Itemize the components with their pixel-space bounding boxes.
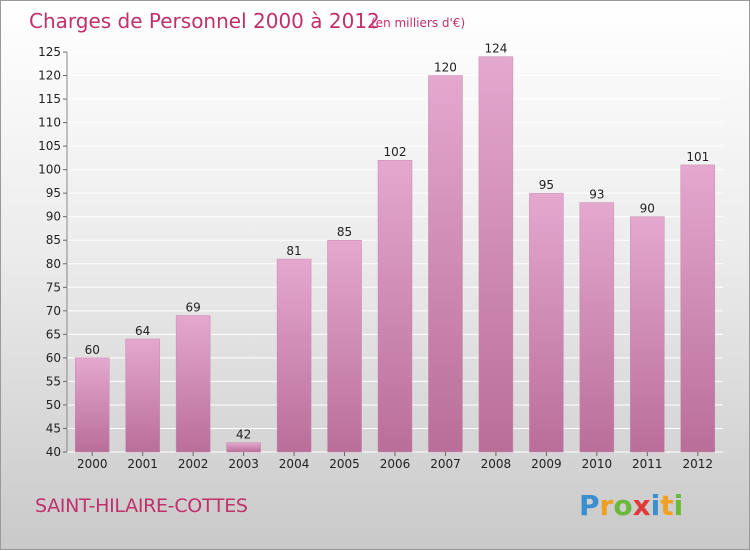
brand-letter: i	[673, 489, 684, 522]
x-tick-label: 2007	[430, 457, 461, 471]
bar-2000	[74, 357, 110, 453]
x-tick-label: 2000	[77, 457, 108, 471]
value-label-2011: 90	[640, 202, 655, 216]
bar-2006	[377, 159, 413, 453]
x-tick-label: 2008	[481, 457, 512, 471]
x-tick-label: 2009	[531, 457, 562, 471]
bar-2003	[226, 442, 261, 453]
y-tick-label: 75	[46, 280, 61, 294]
brand-letter: P	[579, 489, 600, 522]
proxiti-logo: Proxiti	[579, 489, 683, 522]
x-tick-label: 2011	[632, 457, 663, 471]
bar-2002	[175, 315, 211, 453]
value-label-2009: 95	[539, 178, 554, 192]
bar-2008	[478, 56, 514, 453]
y-tick-label: 115	[38, 92, 61, 106]
x-tick-label: 2012	[682, 457, 713, 471]
y-tick-label: 110	[38, 116, 61, 130]
value-labels-layer: 60 64 69 42 81 85 102 120 124 95 93 90 101	[85, 42, 710, 442]
value-label-2002: 69	[186, 301, 201, 315]
brand-letter: t	[660, 489, 674, 522]
bar-2004	[276, 258, 312, 453]
bar-2001	[125, 338, 160, 453]
bar-2005	[327, 239, 362, 453]
y-tick-label: 50	[46, 398, 61, 412]
y-tick-label: 70	[46, 304, 61, 318]
y-tick-label: 105	[38, 139, 61, 153]
y-tick-label: 90	[46, 210, 61, 224]
bar-2007	[428, 75, 463, 453]
x-tick-label: 2004	[279, 457, 310, 471]
value-label-2005: 85	[337, 225, 352, 239]
value-label-2001: 64	[135, 324, 150, 338]
brand-letter: r	[599, 489, 614, 522]
y-tick-label: 100	[38, 163, 61, 177]
value-label-2007: 120	[434, 61, 457, 75]
y-tick-label: 95	[46, 186, 61, 200]
y-axis-ticks: 40 45 50 55 60 65 70 75 80 85 90 95 100 105 110 115 120 1…	[38, 45, 68, 459]
x-tick-label: 2002	[178, 457, 209, 471]
value-label-2008: 124	[484, 42, 507, 56]
brand-letter: o	[613, 489, 633, 522]
y-tick-label: 120	[38, 69, 61, 83]
y-tick-label: 60	[46, 351, 61, 365]
brand-letter: i	[650, 489, 661, 522]
value-label-2012: 101	[686, 150, 709, 164]
value-label-2010: 93	[589, 188, 604, 202]
x-tick-label: 2005	[329, 457, 360, 471]
x-tick-label: 2003	[228, 457, 259, 471]
x-axis-ticks: 2000 2001 2002 2003 2004 2005 2006 2007 2008 2009…	[77, 452, 713, 471]
chart-subtitle: (en milliers d'€)	[371, 16, 465, 30]
bar-2010	[579, 202, 615, 453]
x-tick-label: 2006	[380, 457, 411, 471]
commune-name: SAINT-HILAIRE-COTTES	[35, 495, 248, 517]
y-tick-label: 45	[46, 421, 61, 435]
value-label-2004: 81	[286, 244, 301, 258]
bar-2009	[529, 192, 564, 453]
brand-letter: x	[632, 489, 651, 522]
y-tick-label: 80	[46, 257, 61, 271]
value-label-2006: 102	[384, 145, 407, 159]
bar-2011	[630, 216, 665, 453]
value-label-2003: 42	[236, 428, 251, 442]
y-tick-label: 125	[38, 45, 61, 59]
x-tick-label: 2010	[582, 457, 613, 471]
bars-layer	[74, 56, 716, 453]
x-tick-label: 2001	[127, 457, 158, 471]
y-tick-label: 65	[46, 327, 61, 341]
value-label-2000: 60	[85, 343, 100, 357]
y-tick-label: 55	[46, 374, 61, 388]
bar-2012	[680, 164, 716, 453]
chart-title: Charges de Personnel 2000 à 2012	[29, 9, 380, 33]
y-tick-label: 40	[46, 445, 61, 459]
y-tick-label: 85	[46, 233, 61, 247]
